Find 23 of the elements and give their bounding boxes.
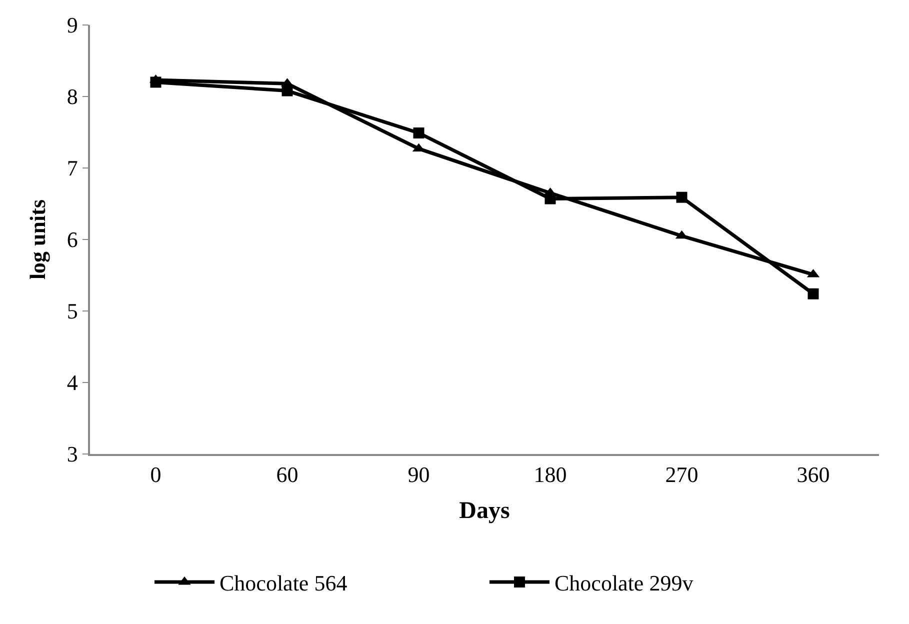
x-tick-label: 270 [665, 462, 698, 488]
x-axis-title: Days [459, 498, 510, 524]
y-tick-label: 8 [66, 84, 78, 110]
point [544, 193, 556, 204]
x-tick-label: 90 [408, 462, 430, 488]
x-tick-label: 0 [150, 462, 162, 488]
x-tick-label: 60 [276, 462, 298, 488]
point [282, 85, 293, 96]
legend-label: Chocolate 299v [554, 570, 694, 596]
point [808, 288, 819, 300]
point [413, 127, 424, 138]
point [676, 192, 688, 203]
y-tick-label: 3 [66, 442, 78, 467]
y-tick-label: 5 [66, 298, 78, 324]
y-tick-label: 4 [66, 370, 78, 396]
legend-label: Chocolate 564 [220, 570, 348, 596]
x-tick-label: 180 [534, 462, 567, 488]
y-tick-label: 9 [66, 12, 78, 38]
y-axis-title: log units [25, 199, 50, 280]
y-tick-label: 6 [66, 227, 78, 252]
x-tick-label: 360 [796, 462, 830, 488]
y-tick-label: 7 [66, 156, 78, 181]
point [150, 76, 162, 88]
